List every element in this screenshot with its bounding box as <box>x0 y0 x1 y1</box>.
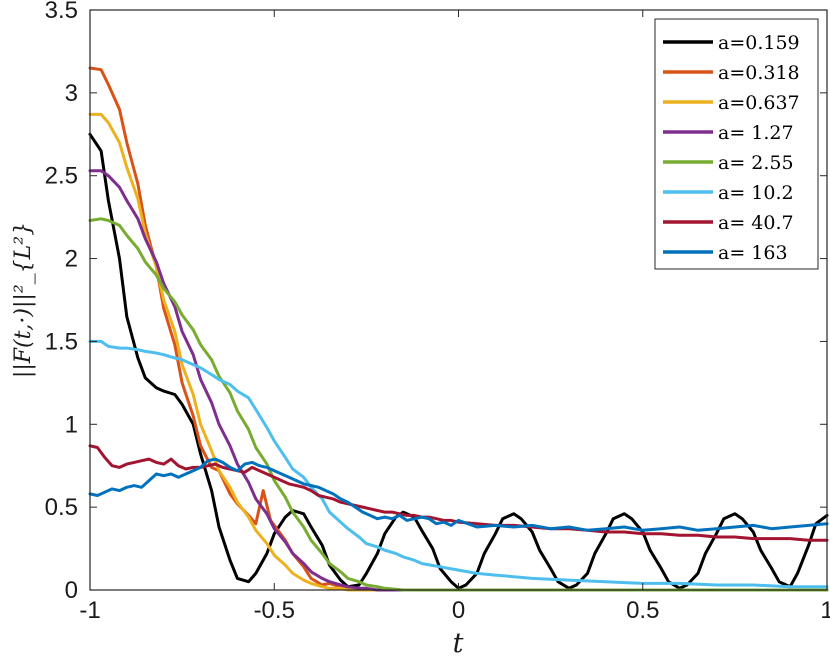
legend-label: a= 163 <box>718 242 788 264</box>
y-tick-label: 1.5 <box>45 328 78 355</box>
y-tick-label: 1 <box>65 411 78 438</box>
legend: a=0.159 a=0.318 a=0.637 a= 1.27 a= 2.55 a= 10… <box>654 18 819 270</box>
legend-label: a=0.159 <box>718 32 800 54</box>
x-tick-label: 0.5 <box>626 597 659 624</box>
x-tick-label: 0 <box>452 597 465 624</box>
legend-label: a= 1.27 <box>718 122 794 144</box>
y-tick-label: 3.5 <box>45 0 78 24</box>
legend-box <box>654 18 819 270</box>
y-tick-label: 0.5 <box>45 494 78 521</box>
x-tick-label: -0.5 <box>254 597 295 624</box>
series-line <box>88 339 829 589</box>
series-layer <box>88 66 829 592</box>
y-axis-label: ||F(t,·)||²_{L²} <box>11 222 36 378</box>
y-tick-label: 2 <box>65 246 78 273</box>
y-tick-label: 2.5 <box>45 163 78 190</box>
x-axis-label: t <box>453 628 464 659</box>
series-line <box>88 457 829 532</box>
legend-label: a= 2.55 <box>718 152 794 174</box>
ticks-layer: -1 -0.5 0 0.5 1 0 0.5 1 1.5 2 2.5 3 3.5 <box>45 0 830 624</box>
x-tick-label: -1 <box>79 597 100 624</box>
series-line <box>88 217 829 592</box>
y-tick-label: 3 <box>65 80 78 107</box>
legend-label: a= 10.2 <box>718 182 794 204</box>
legend-label: a=0.318 <box>718 62 800 84</box>
x-tick-label: 1 <box>820 597 830 624</box>
legend-items: a=0.159 a=0.318 a=0.637 a= 1.27 a= 2.55 a= 10… <box>663 32 800 264</box>
legend-label: a=0.637 <box>718 92 800 114</box>
y-tick-label: 0 <box>65 577 78 604</box>
legend-label: a= 40.7 <box>718 212 794 234</box>
